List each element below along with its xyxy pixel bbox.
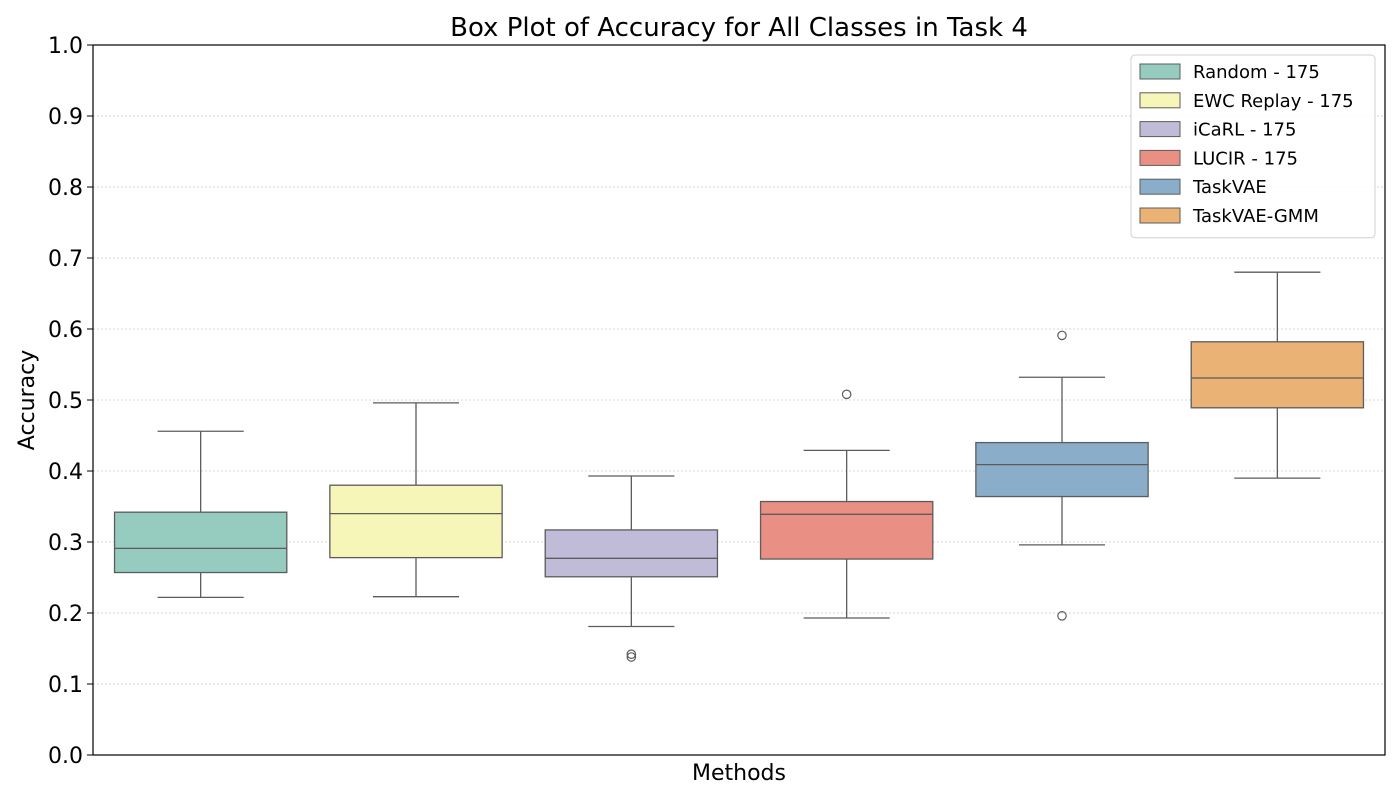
x-axis-title: Methods: [692, 761, 786, 786]
y-tick-label: 0.4: [48, 460, 83, 485]
box-5: [1190, 271, 1365, 479]
legend-label: TaskVAE: [1192, 177, 1267, 198]
iqr-box: [975, 441, 1149, 498]
y-tick-label: 0.1: [48, 673, 83, 698]
y-tick-label: 1.0: [48, 34, 83, 59]
outlier-point: [626, 652, 637, 662]
legend-frame: [1130, 54, 1376, 239]
y-axis-title: Accuracy: [15, 350, 40, 450]
legend-swatch: [1139, 178, 1181, 195]
iqr-box: [113, 511, 288, 574]
box-2: [544, 475, 719, 662]
box-3: [759, 389, 934, 619]
y-tick-label: 0.0: [48, 744, 83, 769]
box-0: [113, 430, 288, 599]
legend: Random - 175 EWC Replay - 175 iCaRL - 175 L…: [1130, 54, 1376, 239]
legend-label: EWC Replay - 175: [1193, 91, 1354, 112]
legend-swatch: [1139, 149, 1181, 166]
legend-label: TaskVAE-GMM: [1192, 206, 1319, 227]
outlier-point: [841, 389, 852, 400]
chart-title: Box Plot of Accuracy for All Classes in …: [450, 13, 1028, 43]
legend-swatch: [1139, 121, 1181, 138]
outlier-point: [1057, 330, 1067, 341]
y-tick-label: 0.2: [48, 602, 83, 627]
y-tick-label: 0.8: [48, 176, 83, 201]
box-1: [329, 402, 503, 598]
legend-label: Random - 175: [1193, 62, 1320, 83]
legend-label: iCaRL - 175: [1193, 120, 1296, 141]
iqr-box: [329, 484, 503, 559]
legend-swatch: [1139, 207, 1181, 224]
legend-swatch: [1139, 92, 1181, 109]
outlier-point: [626, 649, 637, 659]
y-tick-label: 0.5: [48, 389, 83, 414]
y-axis-ticks: 0.0 0.1 0.2 0.3 0.4 0.5 0.6 0.7 0.8 0.9 1.0: [48, 34, 93, 769]
outlier-point: [1057, 611, 1067, 621]
iqr-box: [1190, 341, 1365, 409]
y-tick-label: 0.9: [48, 105, 83, 130]
box-4: [975, 330, 1149, 621]
iqr-box: [759, 500, 934, 560]
y-tick-label: 0.7: [48, 247, 83, 272]
y-tick-label: 0.3: [48, 531, 83, 556]
boxes-layer: [113, 271, 1365, 662]
legend-label: LUCIR - 175: [1193, 148, 1298, 169]
legend-swatch: [1139, 63, 1181, 80]
y-tick-label: 0.6: [48, 318, 83, 343]
iqr-box: [544, 529, 719, 578]
